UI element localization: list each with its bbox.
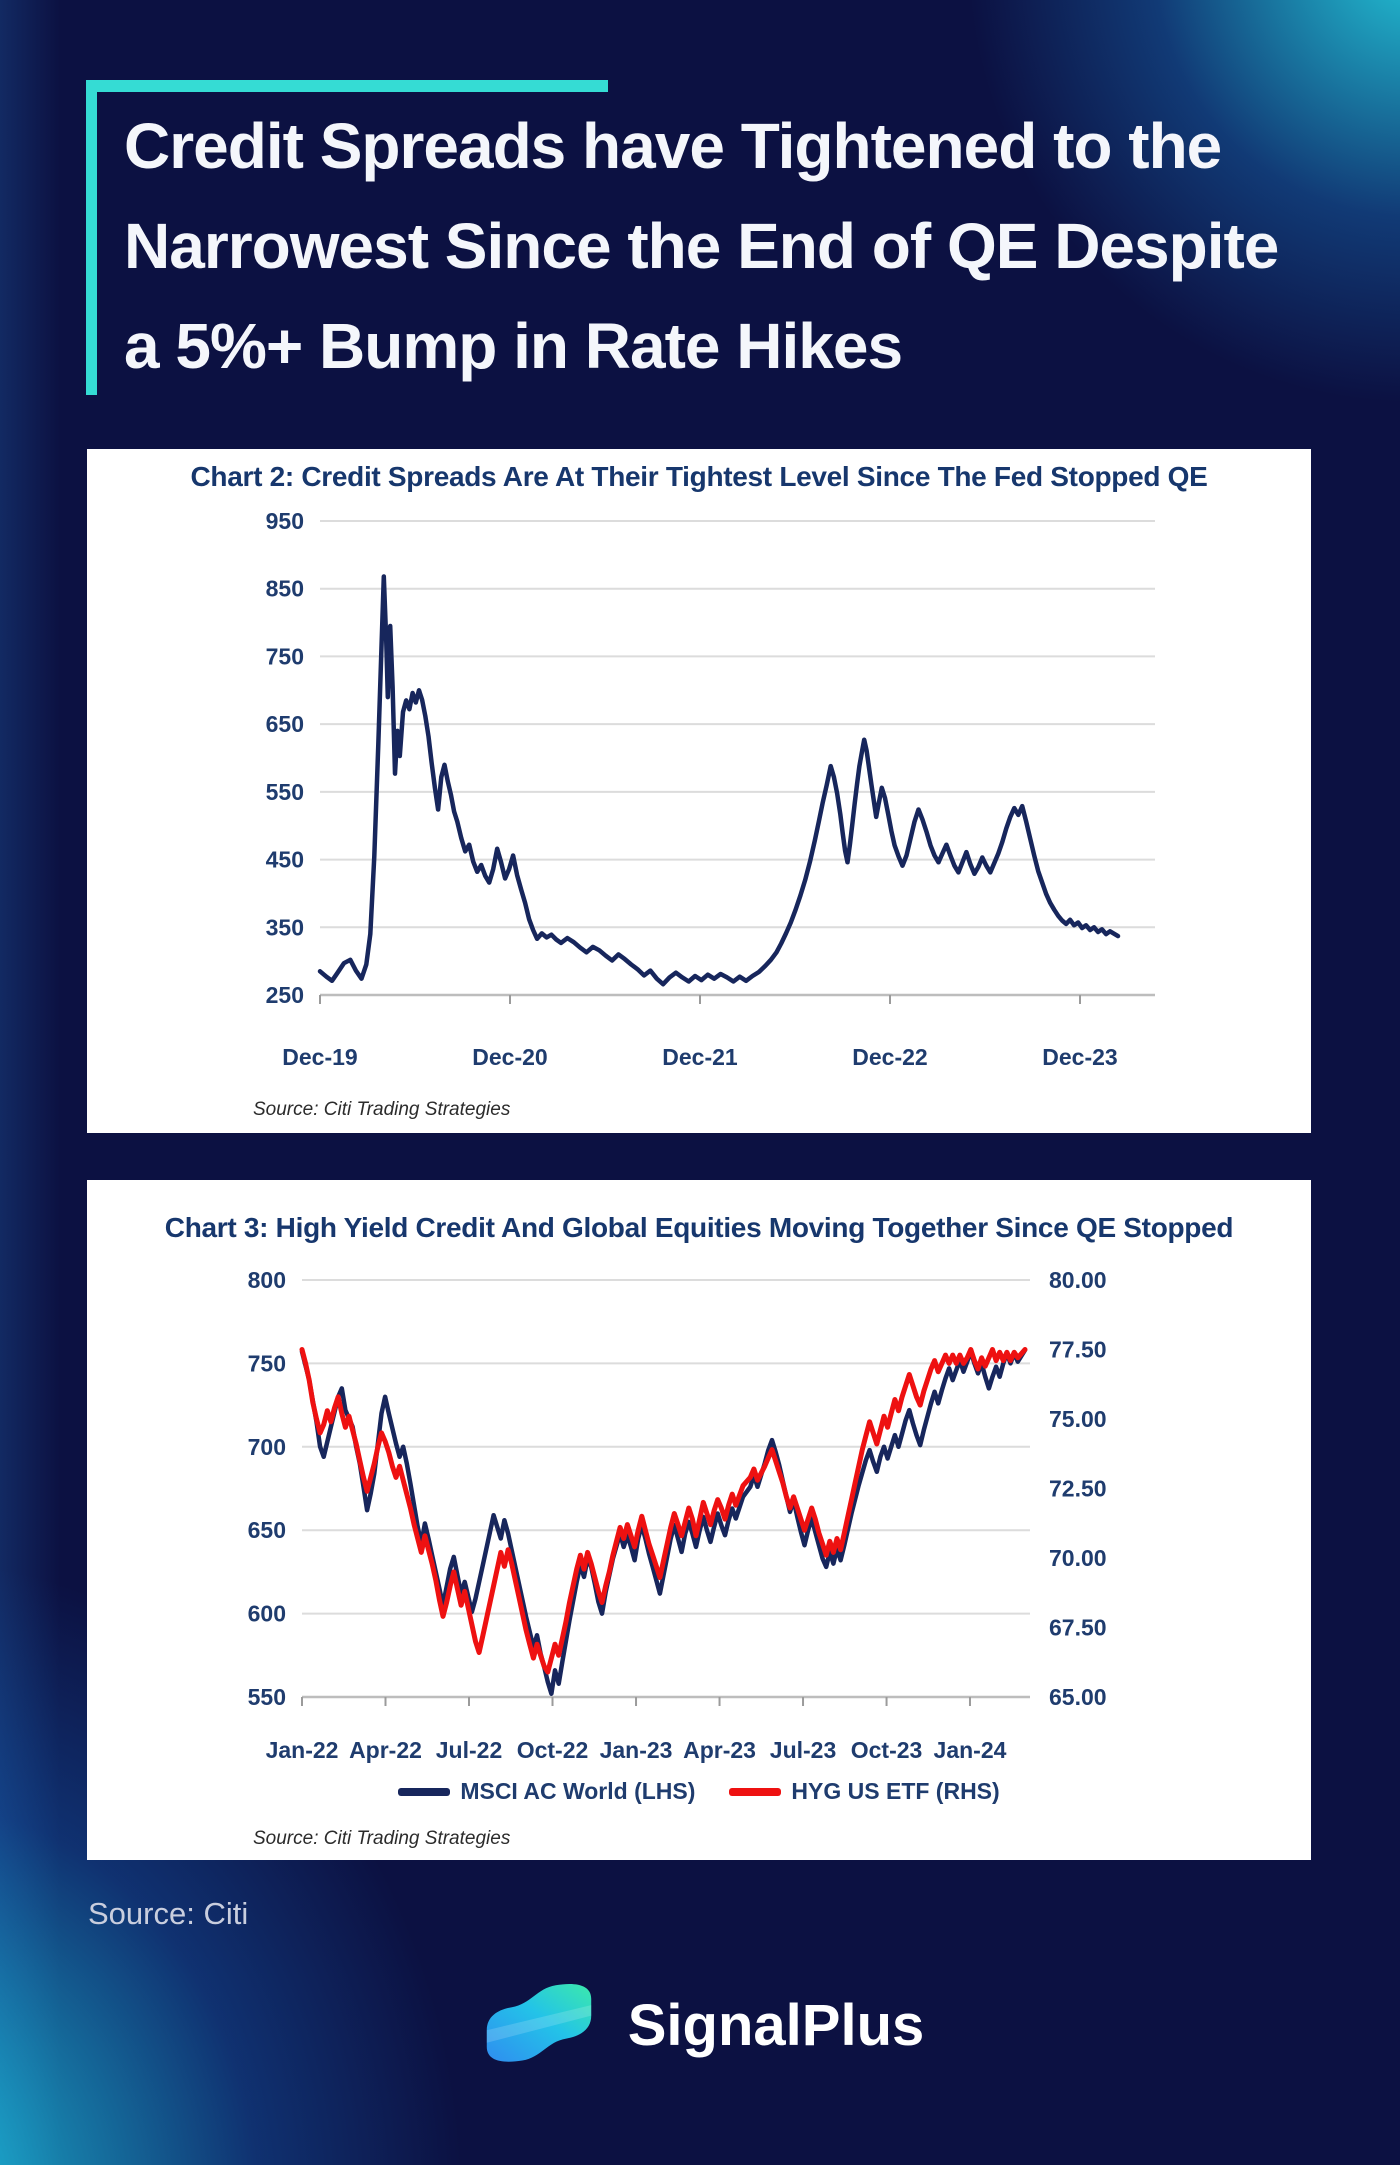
page-source: Source: Citi xyxy=(88,1896,249,1931)
signalplus-wave-icon xyxy=(486,1984,591,2062)
page-title-line-3: a 5%+ Bump in Rate Hikes xyxy=(124,310,903,382)
chart3-legend: MSCI AC World (LHS) HYG US ETF (RHS) xyxy=(87,1778,1311,1805)
svg-text:Jan-24: Jan-24 xyxy=(934,1737,1007,1763)
accent-bar-vertical xyxy=(86,80,97,395)
svg-text:75.00: 75.00 xyxy=(1049,1406,1107,1432)
svg-text:Dec-19: Dec-19 xyxy=(282,1044,357,1070)
svg-text:67.50: 67.50 xyxy=(1049,1615,1107,1641)
svg-text:Dec-20: Dec-20 xyxy=(472,1044,547,1070)
svg-text:80.00: 80.00 xyxy=(1049,1267,1107,1293)
svg-text:450: 450 xyxy=(266,847,304,873)
chart3-source: Source: Citi Trading Strategies xyxy=(253,1828,511,1849)
svg-text:Dec-21: Dec-21 xyxy=(662,1044,738,1070)
msci-line-swatch-icon xyxy=(398,1787,451,1796)
hy-credit-equities-chart-panel: 800 750 700 650 600 550 80.00 77.50 75.00 72.50 70… xyxy=(87,1180,1311,1860)
svg-text:750: 750 xyxy=(266,643,304,669)
brand-logo: SignalPlus xyxy=(0,1978,1400,2072)
accent-bar-horizontal xyxy=(86,80,608,92)
svg-text:Jul-22: Jul-22 xyxy=(436,1737,502,1763)
svg-text:600: 600 xyxy=(248,1601,286,1627)
svg-text:65.00: 65.00 xyxy=(1049,1684,1107,1710)
page-title-line-2: Narrowest Since the End of QE Despite xyxy=(124,210,1279,282)
credit-spreads-chart-panel: 950 850 750 650 550 450 350 250 Dec-19 Dec-20 Dec-… xyxy=(87,449,1311,1133)
svg-text:Jan-22: Jan-22 xyxy=(266,1737,339,1763)
svg-text:350: 350 xyxy=(266,914,304,940)
legend-label-msci: MSCI AC World (LHS) xyxy=(460,1778,696,1804)
svg-text:850: 850 xyxy=(266,576,304,602)
brand-name: SignalPlus xyxy=(627,1992,925,2058)
svg-text:Dec-23: Dec-23 xyxy=(1042,1044,1117,1070)
chart2-source: Source: Citi Trading Strategies xyxy=(253,1099,511,1120)
svg-text:Apr-23: Apr-23 xyxy=(683,1737,756,1763)
svg-text:Apr-22: Apr-22 xyxy=(349,1737,422,1763)
svg-text:550: 550 xyxy=(248,1684,286,1710)
svg-text:Oct-23: Oct-23 xyxy=(851,1737,923,1763)
credit-spreads-line-chart: 950 850 750 650 550 450 350 250 Dec-19 Dec-20 Dec-… xyxy=(266,508,1155,1070)
svg-text:650: 650 xyxy=(266,711,304,737)
svg-text:77.50: 77.50 xyxy=(1049,1337,1107,1363)
svg-text:800: 800 xyxy=(248,1267,286,1293)
page-title-line-1: Credit Spreads have Tightened to the xyxy=(124,110,1222,182)
svg-text:550: 550 xyxy=(266,779,304,805)
hy-credit-equities-line-chart: 800 750 700 650 600 550 80.00 77.50 75.00 72.50 70… xyxy=(248,1267,1107,1763)
legend-item-msci: MSCI AC World (LHS) xyxy=(398,1778,695,1805)
svg-text:650: 650 xyxy=(248,1517,286,1543)
svg-text:Oct-22: Oct-22 xyxy=(517,1737,589,1763)
svg-text:700: 700 xyxy=(248,1434,286,1460)
svg-text:750: 750 xyxy=(248,1350,286,1376)
svg-text:70.00: 70.00 xyxy=(1049,1545,1107,1571)
svg-text:Jul-23: Jul-23 xyxy=(770,1737,836,1763)
legend-item-hyg: HYG US ETF (RHS) xyxy=(729,1778,1000,1805)
svg-text:Jan-23: Jan-23 xyxy=(600,1737,673,1763)
chart2-title: Chart 2: Credit Spreads Are At Their Tig… xyxy=(190,461,1208,492)
chart3-title: Chart 3: High Yield Credit And Global Eq… xyxy=(164,1212,1234,1243)
svg-text:Dec-22: Dec-22 xyxy=(852,1044,927,1070)
page-title: Credit Spreads have Tightened to the Nar… xyxy=(124,96,1334,396)
hyg-line-swatch-icon xyxy=(729,1787,782,1796)
legend-label-hyg: HYG US ETF (RHS) xyxy=(791,1778,1000,1804)
svg-text:72.50: 72.50 xyxy=(1049,1476,1107,1502)
svg-text:950: 950 xyxy=(266,508,304,534)
svg-text:250: 250 xyxy=(266,982,304,1008)
